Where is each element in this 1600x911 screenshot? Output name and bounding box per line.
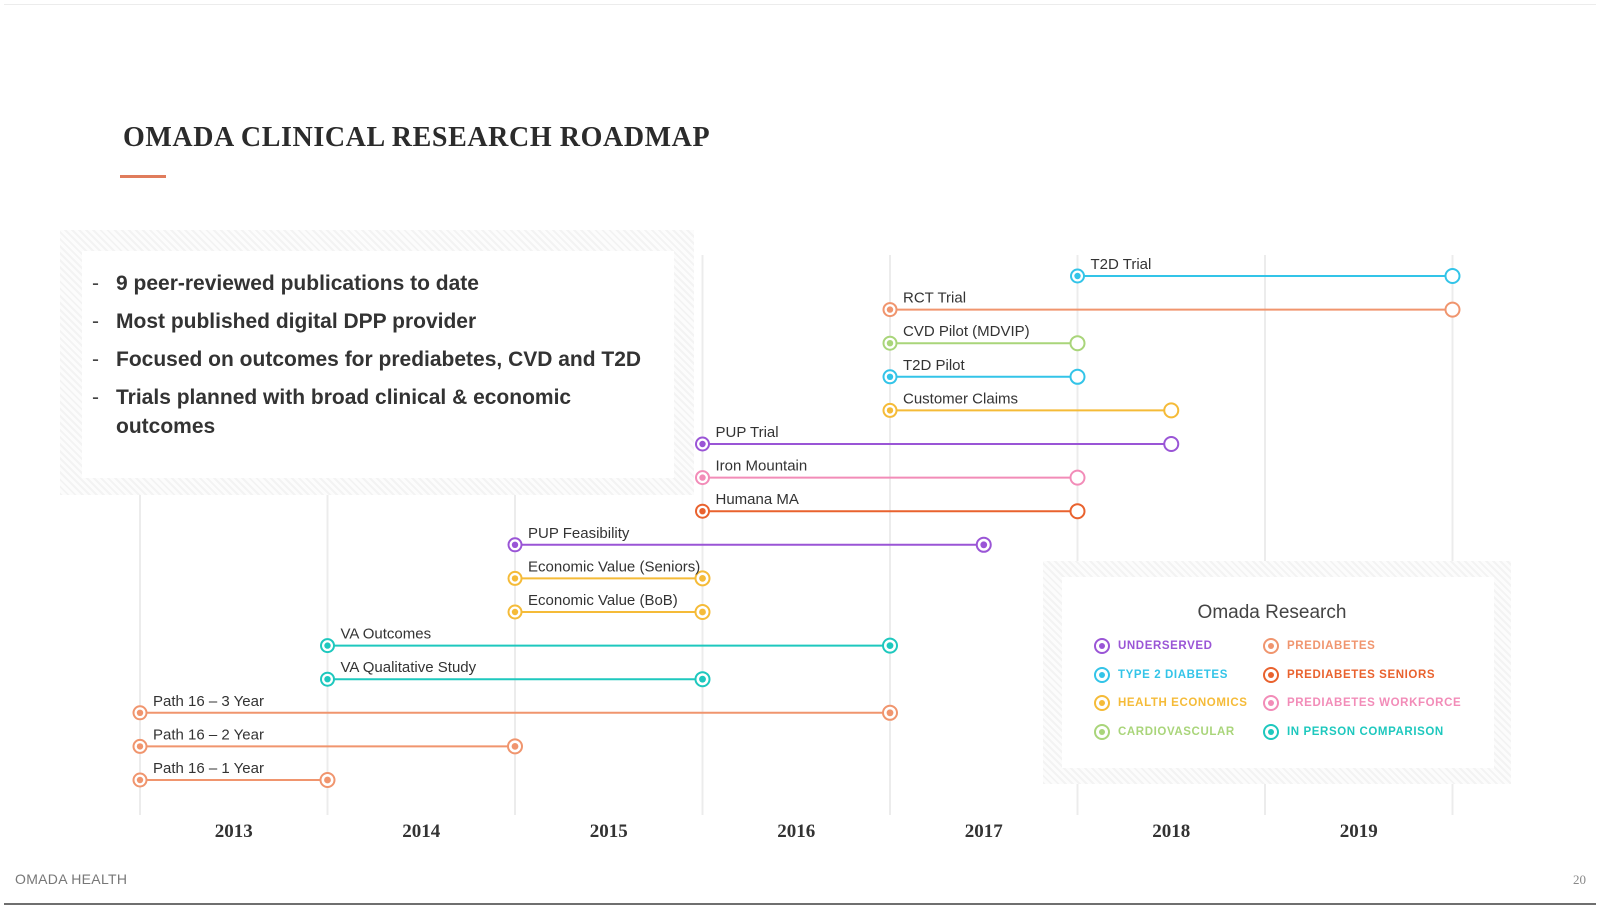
timeline-start-dot	[886, 306, 894, 313]
legend-item-type2: TYPE 2 DIABETES	[1094, 666, 1228, 683]
legend-label: PREDIABETES SENIORS	[1287, 668, 1436, 681]
legend-dot-icon	[1263, 666, 1279, 683]
timeline-label: Path 16 – 1 Year	[153, 760, 264, 777]
timeline-label: Economic Value (Seniors)	[528, 558, 700, 575]
bullet-item: Trials planned with broad clinical & eco…	[82, 383, 636, 441]
timeline-label: Iron Mountain	[716, 458, 808, 475]
timeline-start-dot	[886, 340, 894, 347]
bullet-item: Most published digital DPP provider	[82, 307, 674, 336]
year-label: 2014	[402, 821, 441, 842]
timeline-start-dot	[511, 608, 519, 616]
legend-label: PREDIABETES	[1287, 640, 1376, 652]
timeline-end-dot	[980, 541, 988, 549]
timeline-start-dot	[699, 474, 706, 481]
legend-item-prediabetes: PREDIABETES	[1263, 638, 1375, 654]
year-label: 2018	[1152, 821, 1190, 842]
legend-item-underserved: UNDERSERVED	[1094, 638, 1213, 654]
legend-dot-icon	[1094, 723, 1110, 740]
timeline-end-marker	[1163, 402, 1180, 419]
legend-title: Omada Research	[1197, 602, 1347, 623]
timeline-label: Humana MA	[716, 491, 799, 508]
timeline-end-marker	[1069, 469, 1086, 486]
legend-item-cardio: CARDIOVASCULAR	[1094, 723, 1235, 740]
footer-brand: OMADA HEALTH	[15, 871, 128, 887]
timeline-label: PUP Feasibility	[528, 525, 630, 542]
timeline-end-dot	[699, 675, 706, 683]
timeline-end-dot	[886, 642, 894, 649]
timeline-label: Path 16 – 3 Year	[153, 693, 264, 710]
timeline-end-dot	[511, 743, 519, 750]
timeline-start-dot	[699, 440, 706, 448]
timeline-end-dot	[886, 709, 894, 717]
year-label: 2019	[1340, 821, 1378, 842]
timeline-start-dot	[886, 407, 894, 414]
bullet-card: 9 peer-reviewed publications to date Mos…	[82, 251, 674, 478]
timeline-label: RCT Trial	[903, 290, 966, 307]
page-title: OMADA CLINICAL RESEARCH ROADMAP	[123, 122, 711, 153]
legend-label: UNDERSERVED	[1118, 640, 1213, 652]
timeline-start-dot	[136, 709, 144, 716]
legend-dot-icon	[1263, 695, 1279, 711]
timeline-label: PUP Trial	[716, 424, 779, 441]
year-label: 2013	[215, 821, 253, 842]
legend-label: CARDIOVASCULAR	[1118, 725, 1235, 738]
legend-item-in_person: IN PERSON COMPARISON	[1263, 723, 1444, 740]
timeline-end-marker	[1069, 503, 1086, 520]
timeline-label: Economic Value (BoB)	[528, 592, 678, 609]
legend-dot-icon	[1094, 695, 1110, 711]
timeline-start-dot	[511, 541, 519, 548]
bullet-item: 9 peer-reviewed publications to date	[82, 269, 674, 298]
legend-dot-icon	[1263, 638, 1279, 654]
legend-label: HEALTH ECONOMICS	[1118, 697, 1248, 709]
bullet-list: 9 peer-reviewed publications to date Mos…	[82, 269, 674, 441]
legend-label: PREDIABETES WORKFORCE	[1287, 697, 1462, 709]
timeline-end-dot	[699, 575, 706, 582]
timeline-end-dot	[699, 608, 706, 616]
timeline-end-marker	[1069, 335, 1086, 352]
timeline-label: Customer Claims	[903, 390, 1018, 407]
timeline-end-marker	[1444, 268, 1461, 284]
timeline-end-marker	[1444, 301, 1461, 318]
year-label: 2017	[965, 821, 1004, 842]
timeline-end-dot	[324, 776, 331, 784]
legend-dot-icon	[1094, 638, 1110, 654]
timeline-label: CVD Pilot (MDVIP)	[903, 323, 1030, 340]
legend-label: TYPE 2 DIABETES	[1118, 668, 1228, 681]
legend-item-pre_seniors: PREDIABETES SENIORS	[1263, 666, 1436, 683]
bullet-item: Focused on outcomes for prediabetes, CVD…	[82, 345, 674, 374]
timeline-label: T2D Pilot	[903, 357, 966, 374]
timeline-start-dot	[511, 575, 519, 582]
year-label: 2015	[590, 821, 628, 842]
page-number: 20	[1573, 872, 1586, 887]
timeline-start-dot	[136, 743, 144, 750]
timeline-label: VA Outcomes	[341, 626, 432, 643]
timeline-label: Path 16 – 2 Year	[153, 726, 264, 743]
timeline-end-marker	[1069, 368, 1086, 385]
timeline-start-dot	[886, 373, 894, 380]
title-underline	[120, 175, 166, 178]
legend-item-health_econ: HEALTH ECONOMICS	[1094, 695, 1248, 711]
timeline-end-marker	[1163, 436, 1180, 452]
timeline-start-dot	[324, 676, 331, 683]
timeline-start-dot	[324, 642, 331, 649]
legend-dot-icon	[1094, 666, 1110, 683]
timeline-start-dot	[1074, 272, 1081, 280]
timeline-label: VA Qualitative Study	[341, 659, 477, 676]
timeline-label: T2D Trial	[1091, 256, 1152, 273]
timeline-start-dot	[699, 508, 706, 515]
legend-label: IN PERSON COMPARISON	[1287, 725, 1444, 738]
year-label: 2016	[777, 821, 815, 842]
legend-dot-icon	[1263, 723, 1279, 740]
legend-item-pre_workforce: PREDIABETES WORKFORCE	[1263, 695, 1461, 711]
timeline-start-dot	[136, 776, 144, 784]
